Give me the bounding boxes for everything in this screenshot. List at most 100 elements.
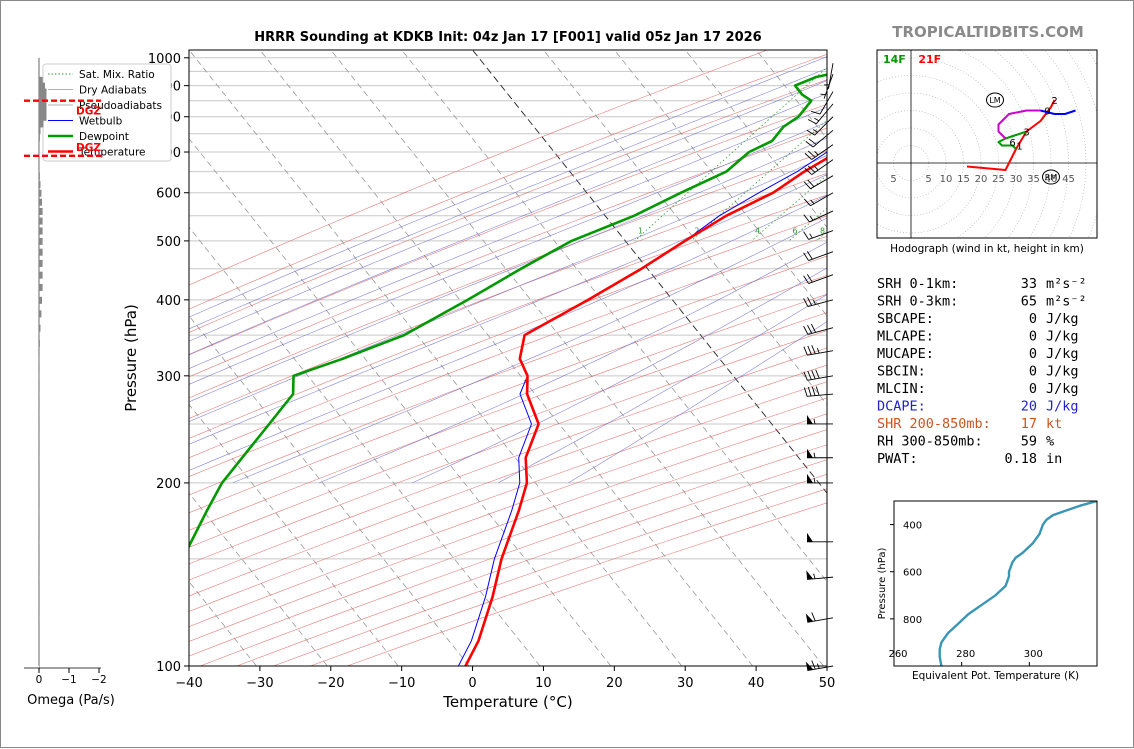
- wind-barb-flag: [806, 613, 813, 622]
- stat-value: 0: [1029, 311, 1037, 327]
- dry-adiabat-line: [17, 45, 1134, 666]
- stat-label: SBCAPE:: [877, 311, 934, 327]
- dry-adiabat-line: [237, 45, 1134, 666]
- y-tick-label: 400: [156, 294, 181, 309]
- wind-barb-full: [812, 387, 815, 396]
- omega-bar: [39, 157, 40, 164]
- omega-bar: [39, 615, 40, 622]
- omega-bar: [39, 190, 41, 197]
- legend-label: Sat. Mix. Ratio: [79, 69, 155, 81]
- wind-barb-full: [804, 232, 809, 240]
- storm-motion-label: LM: [989, 96, 1000, 105]
- hodograph-ring-label: 30: [1010, 174, 1023, 185]
- wind-barb-half: [814, 118, 818, 120]
- wind-barb: [804, 231, 833, 240]
- wind-barb-full: [804, 347, 808, 356]
- mixing-ratio-label: 4: [755, 227, 760, 236]
- dry-adiabat-line: [53, 45, 1134, 666]
- mixing-ratio-label: 16: [887, 227, 897, 236]
- dry-adiabat-line: [127, 45, 1134, 666]
- wind-barb-flag: [806, 570, 813, 579]
- omega-bar: [39, 373, 40, 380]
- omega-bar: [39, 411, 40, 418]
- wind-barb-full: [816, 386, 819, 395]
- wind-barb-full: [808, 120, 816, 124]
- stat-value: 0.18: [1004, 451, 1037, 467]
- wind-barb-flag: [807, 474, 813, 483]
- wind-barb-half: [815, 166, 819, 170]
- stat-value: 59: [1021, 434, 1037, 450]
- omega-bar: [39, 480, 40, 487]
- omega-bar: [39, 89, 47, 96]
- wind-barb-full: [804, 253, 809, 261]
- stat-unit: m²s⁻²: [1046, 276, 1087, 292]
- theta-e-y-label: Pressure (hPa): [877, 548, 888, 620]
- omega-bar: [39, 228, 43, 235]
- stat-value: 20: [1021, 399, 1037, 415]
- dry-adiabat-line: [90, 45, 1134, 666]
- omega-bar: [39, 272, 43, 279]
- dry-adiabat-line: [200, 45, 1134, 666]
- wind-barb: [804, 345, 833, 355]
- stat-unit: J/kg: [1046, 364, 1079, 380]
- x-axis-label: Temperature (°C): [442, 693, 572, 711]
- theta-e-line: [940, 501, 1097, 666]
- hodograph-ring-label: 5: [925, 174, 931, 185]
- omega-bar: [39, 199, 42, 206]
- wind-barb-half: [810, 234, 813, 238]
- x-tick-label: −20: [317, 676, 344, 691]
- chart-title: HRRR Sounding at KDKB Init: 04z Jan 17 […: [254, 30, 761, 45]
- wind-barb: [806, 570, 833, 579]
- stat-value: 65: [1021, 294, 1037, 310]
- hodograph-ring-label: 25: [992, 174, 1005, 185]
- wind-barb-full: [808, 346, 812, 355]
- hodograph-ring-label: 10: [940, 174, 953, 185]
- stat-unit: in: [1046, 451, 1062, 467]
- mixing-ratio-label: 24: [930, 227, 940, 236]
- x-tick-label: 30: [677, 676, 694, 691]
- omega-bar: [39, 208, 43, 215]
- hodograph-height-label: 1: [1016, 142, 1022, 153]
- x-tick-label: −30: [246, 676, 273, 691]
- omega-bar: [39, 181, 41, 188]
- omega-bar: [39, 574, 40, 581]
- x-tick-label: 0: [468, 676, 476, 691]
- omega-bar: [39, 356, 40, 363]
- hodograph-height-label: 6: [1009, 138, 1015, 149]
- stat-label: SRH 0-3km:: [877, 294, 958, 310]
- y-tick-label: 500: [156, 235, 181, 250]
- pseudo-adiabat-line: [319, 45, 1134, 483]
- stat-unit: J/kg: [1046, 346, 1079, 362]
- stat-unit: kt: [1046, 416, 1062, 432]
- x-tick-label: 20: [606, 676, 623, 691]
- wind-barb-full: [812, 370, 816, 379]
- mixing-ratio-line: [953, 45, 1134, 241]
- theta-e-frame: [894, 501, 1097, 666]
- mixing-ratio-line: [886, 45, 1125, 241]
- stat-unit: J/kg: [1046, 311, 1079, 327]
- wind-barb-half: [814, 419, 815, 424]
- omega-bar: [39, 134, 40, 141]
- wind-barb: [804, 324, 833, 334]
- isotherm-line: [189, 50, 682, 666]
- stat-value: 17: [1021, 416, 1037, 432]
- isotherm-line: [827, 50, 1134, 666]
- theta-e-y-tick-label: 600: [903, 568, 922, 579]
- isotherm-line: [331, 50, 824, 666]
- storm-motion-label: RM: [1045, 173, 1058, 182]
- isotherm-line: [1, 50, 44, 666]
- theta-e-y-tick-label: 400: [903, 521, 922, 532]
- omega-bar: [39, 127, 41, 134]
- wind-barb-half: [814, 574, 815, 579]
- theta-e-x-tick-label: 280: [956, 649, 975, 660]
